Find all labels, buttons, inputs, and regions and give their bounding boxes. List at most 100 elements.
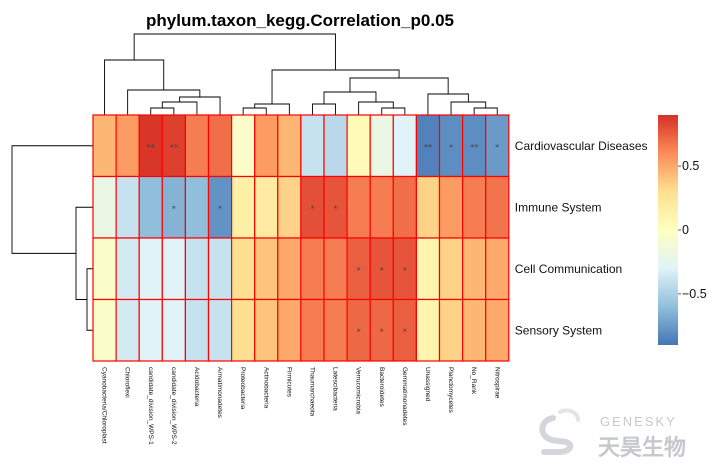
- heatmap-cell: [438, 298, 464, 362]
- significance-marker: *: [403, 327, 407, 336]
- dendrogram-branch: [254, 103, 290, 115]
- heatmap-cell: [485, 237, 510, 301]
- heatmap-cell: [369, 175, 394, 239]
- heatmap-cell: [346, 175, 371, 239]
- heatmap-cell: [115, 114, 140, 178]
- significance-marker: *: [380, 327, 384, 336]
- heatmap-cell: [277, 175, 302, 239]
- row-labels: Cardiovascular Diseases Immune System Cell…: [515, 139, 648, 338]
- row-dendrogram: [11, 145, 93, 331]
- heatmap-cell: [231, 114, 256, 178]
- chart-title: phylum.taxon_kegg.Correlation_p0.05: [146, 11, 454, 30]
- heatmap-cell: [277, 237, 302, 301]
- genesky-logo-icon: [539, 408, 580, 455]
- significance-marker: *: [334, 204, 338, 213]
- color-legend: −0.5 0 0.5: [658, 115, 707, 345]
- heatmap-cell: [207, 114, 233, 178]
- heatmap-cell: [369, 114, 394, 178]
- significance-markers: ** ** ** * ** ** * * ** * ** * *: [147, 143, 500, 337]
- dendrogram-branch: [161, 101, 198, 115]
- heatmap-cell: [161, 237, 187, 301]
- legend-tick-label: 0: [682, 223, 689, 237]
- dendrogram-branch: [127, 89, 201, 115]
- heatmap-cell: [254, 175, 279, 239]
- heatmap-cell: [207, 298, 233, 362]
- heatmap-cell: [115, 298, 140, 362]
- heatmap-cell: [323, 298, 348, 362]
- heatmap-cell: [438, 175, 464, 239]
- dendrogram-branch: [11, 145, 93, 254]
- heatmap-cell: [438, 237, 464, 301]
- significance-marker: *: [357, 327, 361, 336]
- color-bar: [658, 115, 678, 345]
- heatmap-cell: [392, 114, 417, 178]
- row-label: Sensory System: [515, 323, 602, 337]
- row-label: Cardiovascular Diseases: [515, 139, 648, 153]
- heatmap-cell: [184, 114, 210, 178]
- heatmap-cell: [92, 237, 117, 301]
- heatmap-cell: [184, 175, 210, 239]
- significance-marker: *: [310, 204, 314, 213]
- heatmap-cell: [115, 237, 140, 301]
- significance-marker: **: [170, 143, 178, 152]
- column-labels: Cyanobacteria/Chloroplast Chloroflexi cand…: [101, 367, 501, 445]
- significance-marker: *: [357, 266, 361, 275]
- heatmap-cell: [415, 237, 441, 301]
- heatmap-cell: [415, 175, 441, 239]
- column-label: candidate_division_WPS-1: [147, 367, 154, 445]
- heatmap-cell: [231, 175, 256, 239]
- column-label: No_Rank: [470, 367, 477, 395]
- heatmap-cells: [92, 114, 510, 362]
- heatmap-cell: [254, 298, 279, 362]
- column-label: Nitrospirae: [493, 367, 500, 399]
- heatmap-cell: [462, 298, 487, 362]
- heatmap-cell: [92, 114, 117, 178]
- heatmap-cell: [392, 175, 417, 239]
- dendrogram-branch: [358, 101, 394, 115]
- dendrogram-branch: [473, 107, 498, 115]
- column-label: Chloroflexi: [124, 367, 131, 398]
- watermark: [539, 408, 580, 455]
- legend-tick-label: 0.5: [682, 159, 699, 173]
- watermark-brand-cn: 天昊生物: [598, 436, 687, 461]
- heatmap-cell: [207, 237, 233, 301]
- legend-tick-label: −0.5: [682, 287, 707, 301]
- column-label: Armatimonadetes: [216, 367, 223, 419]
- heatmap-cell: [231, 298, 256, 362]
- significance-marker: *: [172, 204, 176, 213]
- row-label: Cell Communication: [515, 262, 622, 276]
- column-label: Proteobacteria: [239, 367, 246, 410]
- column-label: Thaumarchaeota: [308, 367, 315, 417]
- column-dendrogram: [104, 33, 498, 115]
- dendrogram-branch: [312, 103, 336, 115]
- heatmap-cell: [300, 114, 325, 178]
- column-label: Cyanobacteria/Chloroplast: [101, 367, 108, 444]
- heatmap-cell: [138, 175, 163, 239]
- heatmap-cell: [462, 237, 487, 301]
- column-label: Bacteroidetes: [378, 367, 385, 407]
- heatmap-cell: [415, 298, 441, 362]
- heatmap-cell: [115, 175, 140, 239]
- column-label: Latescibacteria: [332, 367, 339, 411]
- significance-marker: *: [449, 143, 453, 152]
- significance-marker: *: [380, 266, 384, 275]
- column-label: Planctomycetes: [447, 367, 454, 414]
- dendrogram-branch: [104, 59, 165, 115]
- heatmap-cell: [138, 237, 163, 301]
- column-label: Verrucomicrobia: [355, 367, 362, 414]
- heatmap-cell: [184, 237, 210, 301]
- heatmap-cell: [92, 175, 117, 239]
- heatmap-cell: [184, 298, 210, 362]
- watermark-brand-en: GENESKY: [600, 414, 677, 429]
- heatmap-cell: [300, 298, 325, 362]
- heatmap-cell: [346, 114, 371, 178]
- dendrogram-branch: [427, 93, 469, 115]
- column-label: Acidobacteria: [193, 367, 200, 407]
- heatmap-cell: [161, 298, 187, 362]
- dendrogram-branch: [179, 96, 221, 115]
- dendrogram-branch: [242, 107, 267, 115]
- significance-marker: **: [424, 143, 432, 152]
- significance-marker: *: [218, 204, 222, 213]
- column-label: Unassigned: [424, 367, 431, 402]
